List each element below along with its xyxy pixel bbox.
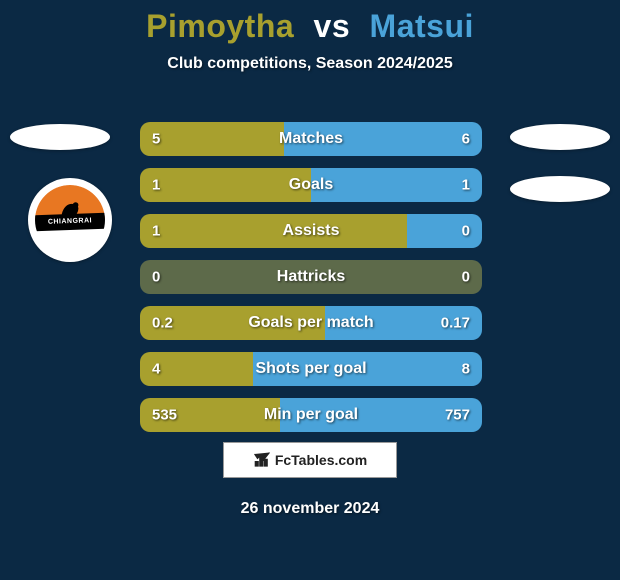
stat-value-left: 5 [152,131,160,148]
stat-value-right: 0 [462,223,470,240]
title: Pimoytha vs Matsui [0,8,620,45]
stat-value-left: 4 [152,361,160,378]
stat-value-left: 0 [152,269,160,286]
stat-value-right: 0 [462,269,470,286]
stat-bar-right [407,214,482,248]
watermark-text: FcTables.com [275,452,367,468]
stat-value-right: 1 [462,177,470,194]
player1-placeholder-ellipse [10,124,110,150]
stats-chart: 56Matches11Goals10Assists00Hattricks0.20… [140,122,482,444]
stat-row: 4 8 Shots per goal [140,352,482,386]
stat-row: 535 757 Min per goal [140,398,482,432]
stat-value-left: 535 [152,407,177,424]
stat-value-left: 0.2 [152,315,173,332]
comparison-infographic: Pimoytha vs Matsui Club competitions, Se… [0,0,620,580]
badge-graphic: CHIANGRAI [35,185,105,255]
stat-value-right: 0.17 [441,315,470,332]
stat-value-right: 8 [462,361,470,378]
stat-row: 1 0 Assists [140,214,482,248]
stat-label: Shots per goal [255,360,366,378]
player2-club-placeholder-ellipse [510,176,610,202]
stat-bar-left [140,122,284,156]
player2-name: Matsui [370,8,474,44]
stat-row: 5 6 Matches [140,122,482,156]
badge-band-text: CHIANGRAI [35,213,105,232]
stat-label: Matches [279,130,343,148]
player1-name: Pimoytha [146,8,294,44]
stat-value-right: 757 [445,407,470,424]
stat-row: 1 1 Goals [140,168,482,202]
stat-bar-right [311,168,482,202]
stat-value-left: 1 [152,177,160,194]
stat-label: Goals [289,176,333,194]
chart-icon [253,451,271,469]
subtitle: Club competitions, Season 2024/2025 [0,55,620,73]
stat-label: Hattricks [277,268,345,286]
stat-label: Goals per match [248,314,373,332]
stat-bar-left [140,214,407,248]
stat-bar-left [140,168,311,202]
player2-placeholder-ellipse [510,124,610,150]
stat-row: 0.2 0.17 Goals per match [140,306,482,340]
player1-club-badge: CHIANGRAI [28,178,112,262]
watermark: FcTables.com [223,442,397,478]
stat-value-left: 1 [152,223,160,240]
stat-value-right: 6 [462,131,470,148]
stat-row: 0 0 Hattricks [140,260,482,294]
stat-label: Min per goal [264,406,358,424]
date-text: 26 november 2024 [241,500,380,518]
stat-label: Assists [283,222,340,240]
vs-text: vs [314,8,351,44]
